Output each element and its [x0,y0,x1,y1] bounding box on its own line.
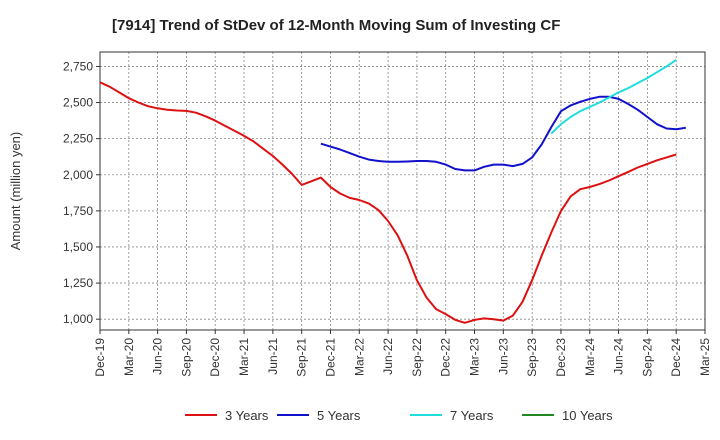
y-tick-label: 2,250 [63,132,93,146]
x-tick-label: Jun-24 [612,338,626,375]
chart-title: [7914] Trend of StDev of 12-Month Moving… [112,17,560,34]
y-tick-label: 1,750 [63,204,93,218]
grid [99,52,706,330]
x-tick-label: Sep-21 [295,338,309,377]
x-tick-label: Mar-22 [352,338,366,376]
y-axis: 1,000 1,250 1,500 1,750 2,000 2,250 2,500 2,750 [63,59,100,326]
y-tick-label: 2,750 [63,59,93,73]
x-tick-label: Sep-24 [640,338,654,377]
x-tick-label: Jun-22 [381,338,395,375]
series-line [99,81,677,324]
x-tick-label: Mar-25 [698,338,712,376]
legend-label: 10 Years [562,408,613,423]
series-line [550,59,677,135]
legend-label: 3 Years [225,408,269,423]
y-tick-label: 1,500 [63,240,93,254]
legend-label: 5 Years [317,408,361,423]
x-tick-label: Mar-21 [237,338,251,376]
x-tick-label: Sep-23 [525,338,539,377]
x-tick-label: Dec-22 [439,338,453,377]
x-tick-label: Jun-23 [496,338,510,375]
x-tick-label: Dec-24 [669,338,683,377]
x-axis: Dec-19 Mar-20 Jun-20 Sep-20 Dec-20 Mar-21 Jun-… [93,330,712,377]
y-tick-label: 2,000 [63,168,93,182]
plot-area [99,51,706,331]
x-tick-label: Dec-23 [554,338,568,377]
y-tick-label: 2,500 [63,96,93,110]
x-tick-label: Mar-24 [583,338,597,376]
x-tick-label: Jun-20 [151,338,165,375]
y-tick-label: 1,250 [63,276,93,290]
x-tick-label: Mar-23 [468,338,482,376]
legend: 3 Years 5 Years 7 Years 10 Years [185,408,613,423]
x-tick-label: Dec-20 [208,338,222,377]
x-tick-label: Jun-21 [266,338,280,375]
series-line [320,95,686,172]
legend-label: 7 Years [450,408,494,423]
x-tick-label: Sep-22 [410,338,424,377]
x-tick-label: Mar-20 [122,338,136,376]
y-axis-label: Amount (million yen) [8,132,23,251]
x-tick-label: Dec-21 [323,338,337,377]
series-lines [99,59,686,324]
y-tick-label: 1,000 [63,312,93,326]
x-tick-label: Sep-20 [179,338,193,377]
x-tick-label: Dec-19 [93,338,107,377]
